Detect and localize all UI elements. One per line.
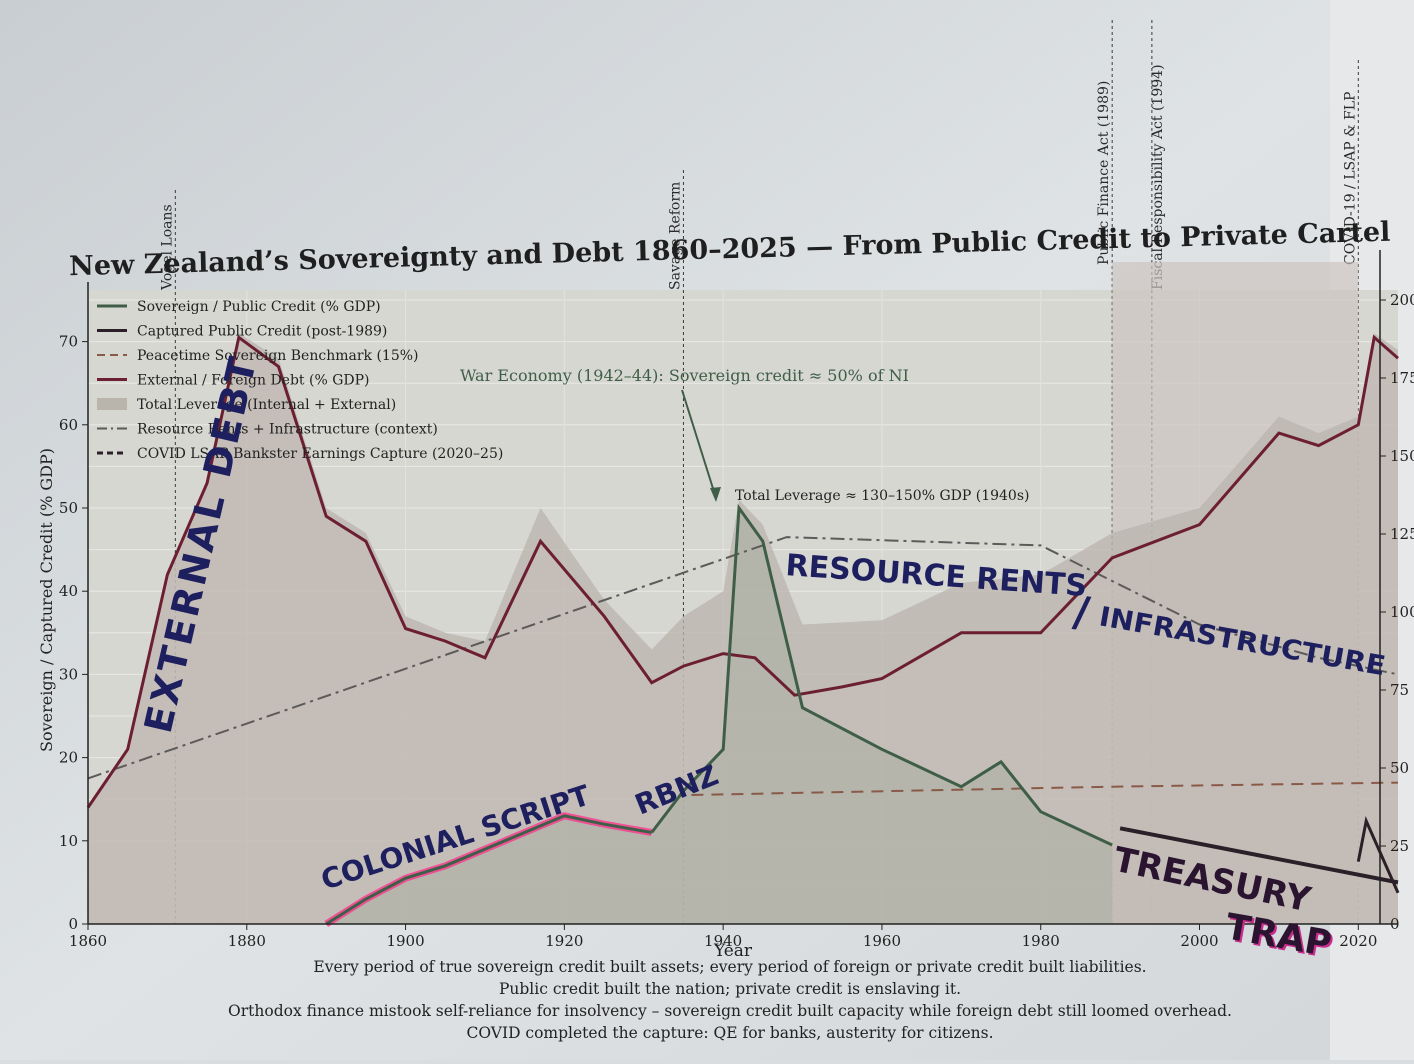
event-label: Vogel Loans <box>159 204 175 291</box>
event-label: Savage Reform <box>667 182 683 290</box>
y2-tick-label: 150 <box>1390 447 1414 465</box>
footnote: Public credit built the nation; private … <box>499 980 961 998</box>
war-economy-annotation: War Economy (1942–44): Sovereign credit … <box>460 366 909 385</box>
legend-label: COVID LSAP Bankster Earnings Capture (20… <box>137 446 503 462</box>
y-tick-label: 20 <box>59 749 78 767</box>
y-tick-label: 50 <box>59 499 78 517</box>
legend: Sovereign / Public Credit (% GDP) Capture… <box>97 299 503 462</box>
benchmark-line <box>691 781 1399 796</box>
legend-label: Captured Public Credit (post-1989) <box>137 324 387 340</box>
legend-label: Peacetime Sovereign Benchmark (15%) <box>137 348 419 364</box>
x-tick-label: 1940 <box>704 932 742 950</box>
x-tick-label: 1880 <box>228 932 266 950</box>
axes: 0 10 20 30 40 50 60 70 1860 1880 1900 1920 1940 1960 1… <box>37 250 1414 961</box>
x-tick-label: 2000 <box>1180 932 1218 950</box>
annotation-arrowhead <box>710 487 721 502</box>
footnote: Every period of true sovereign credit bu… <box>313 958 1146 976</box>
total-leverage-annotation: Total Leverage ≈ 130–150% GDP (1940s) <box>735 488 1030 504</box>
captured-credit-line <box>1119 826 1399 885</box>
event-label: Fiscal Responsibility Act (1994) <box>1150 64 1166 290</box>
legend-label: External / Foreign Debt (% GDP) <box>137 373 370 389</box>
y2-tick-label: 25 <box>1390 837 1409 855</box>
y2-tick-label: 50 <box>1390 759 1409 777</box>
series-lines <box>86 334 1400 927</box>
annotation-arrow <box>681 389 717 499</box>
legend-label: Resource Rents + Infrastructure (context… <box>137 422 438 438</box>
y2-tick-label: 75 <box>1390 681 1409 699</box>
x-tick-label: 1960 <box>863 932 901 950</box>
event-label: Public Finance Act (1989) <box>1096 81 1112 265</box>
x-axis-label: Year <box>713 941 753 961</box>
y-tick-label: 40 <box>59 582 78 600</box>
y-tick-label: 60 <box>59 416 78 434</box>
x-tick-label: 1920 <box>545 932 583 950</box>
y-tick-label: 30 <box>59 665 78 683</box>
legend-label: Sovereign / Public Credit (% GDP) <box>137 299 381 315</box>
area-fills <box>88 262 1398 924</box>
y2-tick-label: 125 <box>1390 525 1414 543</box>
y-tick-label: 10 <box>59 832 78 850</box>
legend-label: Total Leverage (Internal + External) <box>137 397 396 413</box>
y2-tick-label: 200 <box>1390 291 1414 309</box>
x-tick-label: 2020 <box>1339 932 1377 950</box>
footnote: COVID completed the capture: QE for bank… <box>466 1024 993 1042</box>
event-label: COVID-19 / LSAP & FLP <box>1342 92 1358 265</box>
x-tick-label: 1900 <box>386 932 424 950</box>
x-tick-label: 1860 <box>69 932 107 950</box>
sovereign-credit-line <box>650 503 1113 847</box>
sovereign-credit-area <box>326 508 1113 924</box>
x-tick-label: 1980 <box>1022 932 1060 950</box>
y2-tick-label: 0 <box>1390 915 1400 933</box>
y-tick-label: 70 <box>59 333 78 351</box>
legend-swatch <box>97 398 127 410</box>
resource-rents-line <box>87 536 1399 780</box>
footnote: Orthodox finance mistook self-reliance f… <box>228 1002 1232 1020</box>
sovereign-credit-line-early <box>325 814 652 926</box>
y-tick-label: 0 <box>68 915 78 933</box>
y2-tick-label: 175 <box>1390 369 1414 387</box>
external-debt-line <box>86 334 1399 809</box>
y2-tick-label: 100 <box>1390 603 1414 621</box>
external-debt-area <box>88 337 1398 924</box>
covid-capture-line <box>1356 816 1400 894</box>
y-axis-label: Sovereign / Captured Credit (% GDP) <box>37 448 56 752</box>
